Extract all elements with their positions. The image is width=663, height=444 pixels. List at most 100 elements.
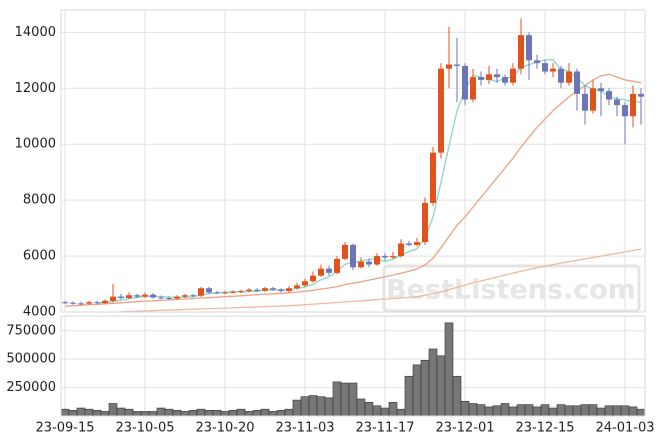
candle-body: [398, 243, 404, 257]
volume-bar: [452, 375, 462, 417]
volume-bar: [356, 398, 366, 417]
volume-bar: [60, 408, 70, 417]
candle-body: [414, 242, 420, 245]
volume-bar: [420, 360, 430, 417]
volume-bar: [212, 410, 222, 417]
volume-bar: [508, 406, 518, 417]
candle-body: [62, 302, 68, 304]
volume-bar: [548, 407, 558, 417]
volume-bar: [244, 411, 254, 417]
volume-bar: [500, 403, 510, 417]
volume-bar: [468, 403, 478, 417]
candle-body: [422, 202, 428, 243]
candle-body: [478, 77, 484, 80]
volume-bar: [484, 406, 494, 417]
candle-body: [166, 298, 172, 300]
volume-bar: [108, 403, 118, 417]
volume-bar: [436, 355, 446, 417]
volume-bar: [316, 396, 326, 417]
volume-bar: [188, 410, 198, 417]
volume-bar: [396, 408, 406, 417]
candle-body: [454, 64, 460, 66]
volume-bar: [604, 405, 614, 417]
x-tick-label: 23-11-03: [275, 421, 334, 436]
candle-body: [574, 71, 580, 94]
candle-body: [246, 289, 252, 292]
volume-bar: [260, 408, 270, 417]
candle-body: [358, 261, 364, 268]
volume-bar: [620, 405, 630, 417]
candle-body: [486, 74, 492, 80]
candle-body: [430, 152, 436, 203]
candle-body: [94, 302, 100, 304]
candle-body: [198, 288, 204, 296]
candle-body: [270, 288, 276, 290]
x-tick-label: 23-09-15: [35, 421, 94, 436]
volume-bar: [228, 410, 238, 417]
candle-body: [318, 268, 324, 276]
candle-body: [214, 292, 220, 294]
volume-bar: [332, 381, 342, 417]
y-tick-label: 500000: [6, 352, 56, 367]
candle-body: [334, 258, 340, 273]
candle-body: [230, 291, 236, 293]
volume-bar: [492, 405, 502, 417]
volume-bar: [140, 411, 150, 417]
volume-bar: [380, 407, 390, 417]
volume-bar: [204, 410, 214, 417]
volume-bar: [540, 404, 550, 417]
y-tick-label: 10000: [15, 137, 56, 152]
volume-bar: [412, 364, 422, 417]
volume-bar: [372, 405, 382, 417]
grid: [61, 10, 645, 416]
candle-body: [566, 71, 572, 83]
candle-body: [406, 243, 412, 245]
moving-average-line: [64, 73, 642, 308]
candle-body: [526, 35, 532, 61]
candle-body: [502, 77, 508, 83]
candle-body: [606, 91, 612, 100]
candle-body: [278, 289, 284, 292]
y-tick-label: 250000: [6, 380, 56, 395]
volume-bar: [196, 408, 206, 417]
candle-body: [326, 268, 332, 273]
volume-bar: [460, 400, 470, 417]
candle-body: [182, 295, 188, 297]
candle-body: [102, 300, 108, 304]
y-tick-label: 8000: [23, 193, 56, 208]
volume-bar: [276, 410, 286, 417]
x-tick-label: 23-12-01: [435, 421, 494, 436]
candle-body: [70, 302, 76, 304]
candle-body: [150, 294, 156, 298]
candle-body: [438, 68, 444, 153]
candle-body: [510, 68, 516, 83]
candle-body: [342, 244, 348, 259]
y-tick-label: 6000: [23, 249, 56, 264]
y-tick-label: 14000: [15, 25, 56, 40]
volume-bar: [404, 375, 414, 417]
volume-bar: [284, 408, 294, 417]
candle-body: [470, 77, 476, 100]
volume-bar: [476, 404, 486, 417]
candle-body: [622, 105, 628, 117]
candle-body: [494, 74, 500, 78]
volume-bar: [556, 404, 566, 417]
candle-body: [390, 256, 396, 258]
candle-body: [142, 294, 148, 297]
candle-body: [382, 256, 388, 258]
y-tick-label: 4000: [23, 305, 56, 320]
volume-bar: [84, 408, 94, 417]
volume-bar: [444, 322, 454, 417]
candle-body: [614, 99, 620, 106]
candle-body: [254, 289, 260, 291]
watermark-box: [382, 264, 641, 313]
volume-bar: [612, 405, 622, 417]
volume-bar: [348, 382, 358, 417]
marks: [60, 18, 646, 417]
volume-bar: [596, 407, 606, 417]
candle-body: [350, 244, 356, 268]
volume-bar: [156, 407, 166, 417]
candle-body: [374, 256, 380, 265]
